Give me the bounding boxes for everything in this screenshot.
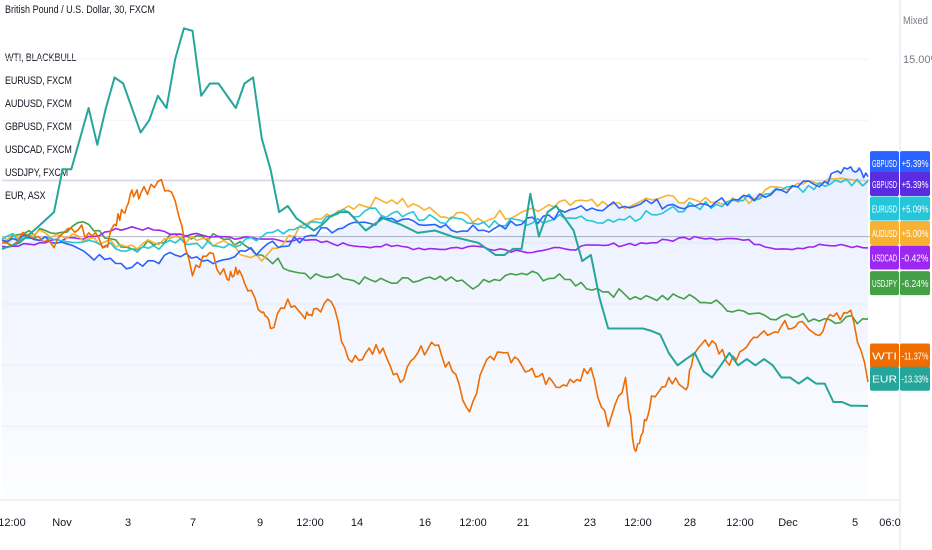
tag-value-label: +5.09%	[902, 204, 929, 215]
series-line-gbpusd[interactable]	[1, 166, 869, 270]
x-tick-label-1: Nov	[52, 517, 72, 529]
tag-symbol-bg	[870, 245, 899, 270]
series-line-wti[interactable]	[1, 178, 869, 453]
y-axis: 15.00%	[903, 54, 932, 66]
tag-value-bg	[900, 245, 930, 270]
x-tick-label-5: 12:00	[296, 517, 324, 529]
y-tick-label-0: 15.00%	[903, 54, 932, 66]
series-line-usdjpy[interactable]	[1, 221, 869, 325]
tag-symbol-bg	[870, 220, 899, 245]
tag-value-bg	[900, 171, 930, 196]
tag-symbol-label: WTI	[872, 351, 897, 362]
price-tag-gbpusd-1[interactable]: GBPUSD +5.39%	[870, 171, 930, 196]
tag-value-label: -0.42%	[902, 253, 929, 264]
series-line-eurusd[interactable]	[1, 178, 869, 253]
tag-symbol-label: EUR	[872, 375, 897, 386]
tag-symbol-bg	[870, 343, 899, 368]
tag-symbol-bg	[870, 151, 899, 176]
gbpusd-area-fill	[2, 166, 868, 501]
price-tag-wti-6[interactable]: WTI -11.37%	[870, 343, 930, 368]
tag-value-bg	[900, 366, 930, 391]
legend-item-eurusd[interactable]: EURUSD, FXCM	[5, 75, 72, 87]
tag-symbol-label: AUDUSD	[872, 229, 897, 240]
tag-symbol-label: USDJPY	[872, 279, 897, 290]
tag-symbol-bg	[870, 171, 899, 196]
x-tick-label-14: Dec	[778, 517, 798, 529]
legend-item-wti[interactable]: WTI, BLACKBULL	[5, 52, 77, 64]
scale-mode-label[interactable]: Mixed	[903, 15, 928, 27]
gbpusd-area	[2, 166, 868, 501]
price-tag-usdjpy-5[interactable]: USDJPY -6.24%	[870, 271, 930, 296]
x-tick-label-4: 9	[257, 517, 263, 529]
series-line-audusd[interactable]	[1, 177, 869, 262]
x-tick-label-12: 28	[684, 517, 696, 529]
x-axis: 12:00 Nov 3 7 9 12:00 14 16 12:00 21 23 12:00 28 12:0…	[0, 517, 901, 529]
tag-symbol-bg	[870, 271, 899, 296]
legend-item-audusd[interactable]: AUDUSD, FXCM	[5, 98, 72, 110]
tag-value-label: +5.00%	[902, 229, 929, 240]
tag-value-label: -11.37%	[902, 351, 929, 362]
tag-symbol-label: GBPUSD	[872, 159, 897, 170]
legend-item-gbpusd[interactable]: GBPUSD, FXCM	[5, 121, 72, 133]
tag-symbol-label: GBPUSD	[872, 180, 897, 191]
x-tick-label-10: 23	[584, 517, 596, 529]
tag-value-label: -6.24%	[902, 279, 929, 290]
x-tick-label-2: 3	[125, 517, 131, 529]
price-tag-eur-7[interactable]: EUR -13.33%	[870, 366, 930, 391]
x-tick-label-16: 06:0	[879, 517, 900, 529]
chart-title: British Pound / U.S. Dollar, 30, FXCM	[5, 4, 155, 16]
tag-value-bg	[900, 220, 930, 245]
price-tag-gbpusd-0[interactable]: GBPUSD +5.39%	[870, 151, 930, 176]
tag-value-label: -13.33%	[902, 375, 929, 386]
series-line-eur[interactable]	[1, 27, 869, 407]
tag-value-bg	[900, 271, 930, 296]
x-tick-label-13: 12:00	[726, 517, 754, 529]
tag-value-label: +5.39%	[902, 159, 929, 170]
tag-value-bg	[900, 151, 930, 176]
x-tick-label-9: 21	[517, 517, 529, 529]
x-tick-label-3: 7	[190, 517, 196, 529]
legend: WTI, BLACKBULL EURUSD, FXCM AUDUSD, FXCM…	[5, 47, 92, 208]
legend-item-usdcad[interactable]: USDCAD, FXCM	[5, 144, 72, 156]
x-tick-label-15: 5	[852, 517, 858, 529]
tag-value-bg	[900, 343, 930, 368]
x-tick-label-0: 12:00	[0, 517, 26, 529]
tag-value-bg	[900, 196, 930, 221]
series-line-usdcad[interactable]	[1, 226, 869, 254]
tag-symbol-label: USDCAD	[872, 253, 897, 264]
tag-value-label: +5.39%	[902, 180, 929, 191]
legend-item-eur[interactable]: EUR, ASX	[5, 190, 46, 202]
tag-symbol-bg	[870, 196, 899, 221]
series-lines	[1, 27, 869, 453]
x-tick-label-11: 12:00	[624, 517, 652, 529]
price-tag-audusd-3[interactable]: AUDUSD +5.00%	[870, 220, 930, 245]
x-tick-label-8: 12:00	[459, 517, 487, 529]
price-tag-eurusd-2[interactable]: EURUSD +5.09%	[870, 196, 930, 221]
price-tag-usdcad-4[interactable]: USDCAD -0.42%	[870, 245, 930, 270]
legend-item-usdjpy[interactable]: USDJPY, FXCM	[5, 167, 69, 179]
tag-symbol-label: EURUSD	[872, 204, 897, 215]
x-tick-label-7: 16	[419, 517, 431, 529]
tag-symbol-bg	[870, 366, 899, 391]
x-tick-label-6: 14	[351, 517, 363, 529]
price-tags: GBPUSD +5.39% GBPUSD +5.39% EURUSD +5.09% AUDU…	[870, 151, 930, 391]
